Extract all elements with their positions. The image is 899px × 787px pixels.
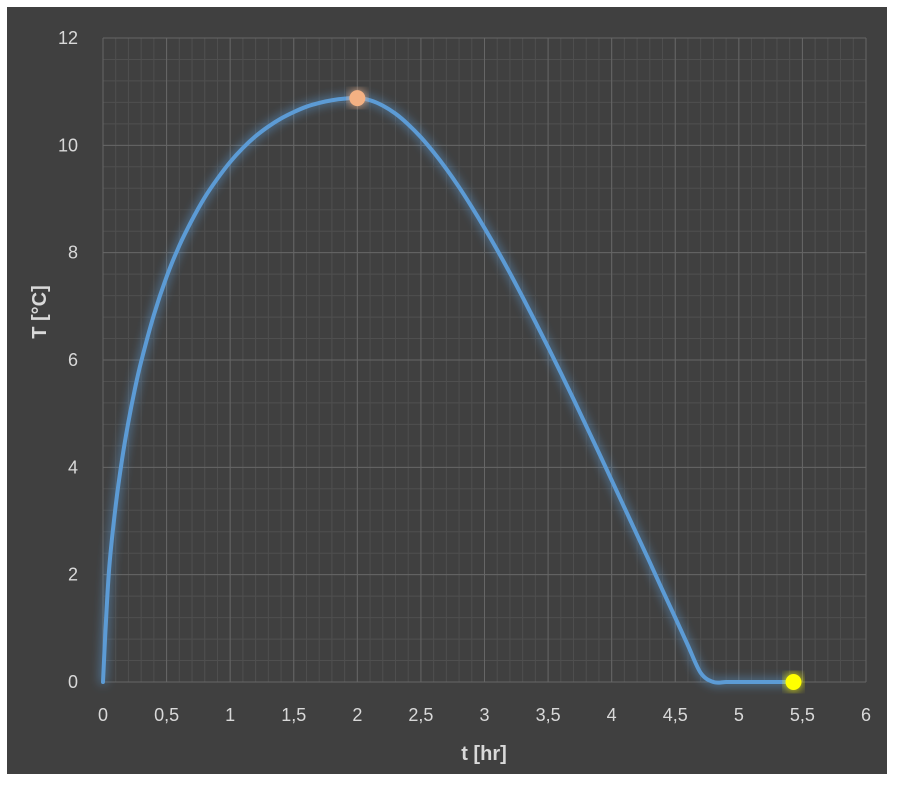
x-tick-label: 2 (352, 705, 362, 725)
y-tick-labels: 0 2 4 6 8 10 12 (58, 28, 78, 692)
x-tick-label: 2,5 (408, 705, 433, 725)
x-tick-label: 0,5 (154, 705, 179, 725)
x-tick-label: 5 (734, 705, 744, 725)
x-tick-label: 0 (98, 705, 108, 725)
x-tick-label: 4,5 (663, 705, 688, 725)
x-axis-label: t [hr] (461, 743, 507, 765)
x-tick-label: 3 (479, 705, 489, 725)
y-axis-label: T [°C] (29, 285, 51, 339)
y-tick-label: 8 (68, 243, 78, 263)
x-tick-labels: 0 0,5 1 1,5 2 2,5 3 3,5 4 4,5 5 5,5 6 (98, 705, 871, 725)
x-tick-label: 5,5 (790, 705, 815, 725)
y-tick-label: 6 (68, 350, 78, 370)
highlight-point (349, 90, 366, 107)
x-tick-label: 1,5 (281, 705, 306, 725)
points-layer (349, 90, 802, 690)
y-tick-label: 0 (68, 672, 78, 692)
highlight-point (785, 674, 802, 690)
y-tick-label: 2 (68, 565, 78, 585)
y-tick-label: 10 (58, 135, 78, 155)
y-tick-label: 12 (58, 28, 78, 48)
y-tick-label: 4 (68, 457, 78, 477)
series-line (101, 96, 796, 685)
series-layer (101, 96, 796, 685)
x-tick-label: 4 (607, 705, 617, 725)
chart-area (7, 7, 887, 774)
x-tick-label: 3,5 (536, 705, 561, 725)
x-tick-label: 6 (861, 705, 871, 725)
x-tick-label: 1 (225, 705, 235, 725)
